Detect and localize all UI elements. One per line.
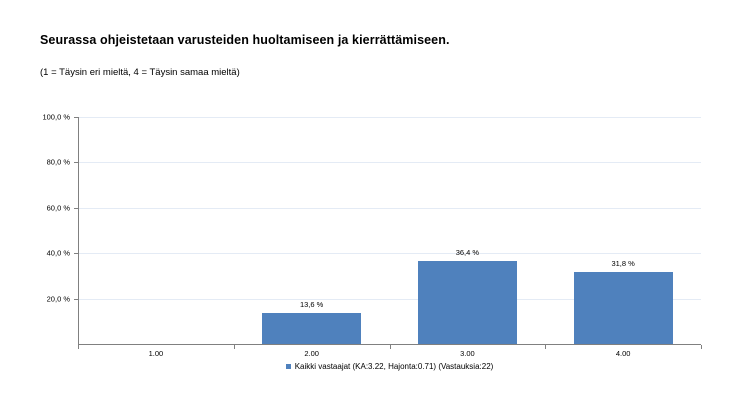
x-axis-category-label: 1.00 — [148, 349, 164, 358]
x-axis-tick — [701, 345, 702, 349]
x-axis-tick — [545, 345, 547, 349]
gridline — [78, 117, 701, 118]
y-axis-label: 80,0 % — [46, 157, 70, 167]
bar — [573, 271, 673, 344]
legend-label: Kaikki vastaajat (KA:3.22, Hajonta:0.71)… — [294, 362, 494, 371]
y-axis-tick — [74, 162, 78, 164]
x-axis-tick — [78, 345, 79, 349]
x-axis — [78, 344, 701, 345]
y-axis-label: 20,0 % — [46, 294, 70, 304]
bar — [417, 261, 517, 344]
x-axis-tick — [233, 345, 235, 349]
y-axis-tick — [74, 117, 78, 118]
y-axis-tick — [74, 207, 78, 209]
plot-area: 20,0 % 40,0 % 60,0 % 80,0 % 100,0 % 1.00 13,6 … — [42, 113, 702, 358]
y-axis-tick — [74, 253, 78, 255]
x-axis-category-label: 3.00 — [460, 349, 475, 358]
y-axis-label: 100,0 % — [42, 112, 70, 122]
x-axis-tick — [389, 345, 391, 349]
legend-marker-icon — [285, 364, 291, 369]
gridline — [78, 253, 701, 255]
y-axis-label: 60,0 % — [46, 203, 70, 213]
gridline — [78, 298, 701, 300]
chart-subtitle: (1 = Täysin eri mieltä, 4 = Täysin samaa… — [40, 67, 240, 78]
bar-value-label: 36,4 % — [455, 248, 480, 258]
gridline — [78, 207, 701, 209]
bar — [262, 313, 362, 344]
y-axis-tick — [74, 298, 78, 300]
bar-value-label: 31,8 % — [611, 258, 635, 268]
bar-value-label: 13,6 % — [299, 300, 324, 310]
y-axis — [78, 117, 79, 344]
chart-legend: Kaikki vastaajat (KA:3.22, Hajonta:0.71)… — [78, 362, 701, 371]
y-axis-label: 40,0 % — [46, 248, 70, 258]
chart-title: Seurassa ohjeistetaan varusteiden huolta… — [40, 33, 450, 47]
x-axis-category-label: 2.00 — [304, 349, 319, 358]
x-axis-category-label: 4.00 — [615, 349, 631, 358]
gridline — [78, 162, 701, 164]
